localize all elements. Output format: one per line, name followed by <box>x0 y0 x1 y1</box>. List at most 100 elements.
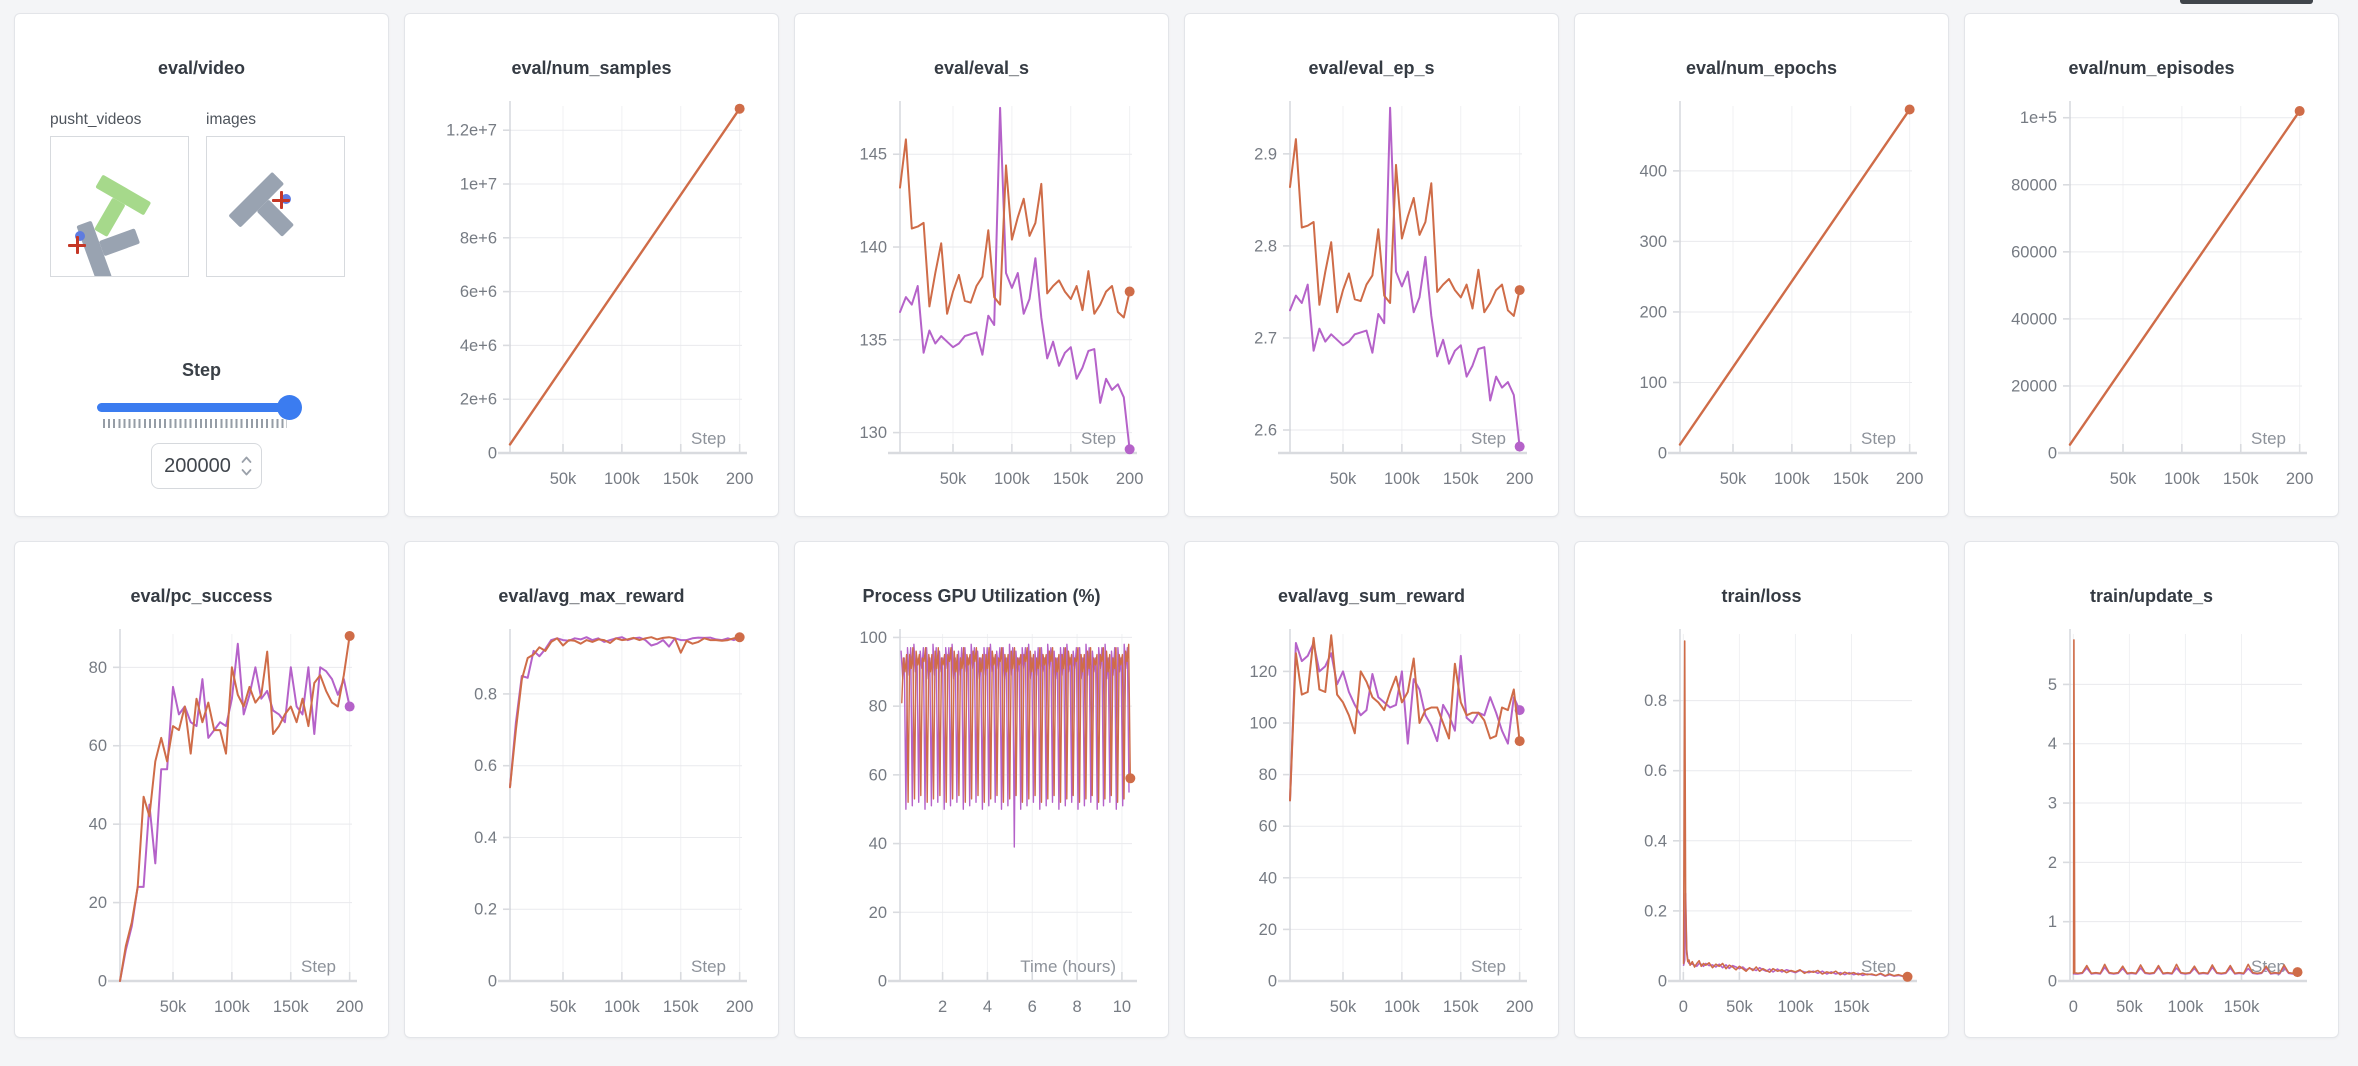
panel-train-update-s[interactable]: train/update_s 0 1 2 3 4 5 0 50k 100k 150k Step <box>1964 541 2339 1038</box>
svg-text:100k: 100k <box>1384 998 1421 1016</box>
line-chart: 0 20 40 60 80 100 120 50k 100k 150k 200 Step <box>1249 629 1533 1016</box>
line-chart: 0 0.2 0.4 0.6 0.8 0 50k 100k 150k Step <box>1644 629 1917 1016</box>
svg-text:100k: 100k <box>994 470 1031 488</box>
svg-text:100k: 100k <box>2168 998 2205 1016</box>
panel-eval-avg-sum-reward[interactable]: eval/avg_sum_reward 0 20 40 60 80 100 120 50k 10… <box>1184 541 1559 1038</box>
svg-text:120: 120 <box>1249 663 1277 681</box>
svg-text:130: 130 <box>859 424 887 442</box>
svg-text:2.8: 2.8 <box>1254 237 1277 255</box>
agent-dot <box>75 231 85 241</box>
svg-text:50k: 50k <box>550 998 577 1016</box>
svg-text:Step: Step <box>1081 429 1116 448</box>
svg-text:200: 200 <box>2286 470 2314 488</box>
svg-text:2: 2 <box>938 998 947 1016</box>
svg-text:150k: 150k <box>663 998 700 1016</box>
svg-text:6: 6 <box>1028 998 1037 1016</box>
svg-text:150k: 150k <box>2223 470 2260 488</box>
panel-eval-num-samples[interactable]: eval/num_samples 0 2e+6 4e+6 6e+6 8e+6 1e+7 1.… <box>404 13 779 517</box>
panel-eval-pc-success[interactable]: eval/pc_success 0 20 40 60 80 50k 100k 150k 200 S… <box>14 541 389 1038</box>
step-value-input[interactable] <box>161 454 234 478</box>
svg-text:140: 140 <box>859 239 887 257</box>
svg-text:Step: Step <box>301 957 336 976</box>
svg-text:200: 200 <box>726 998 754 1016</box>
svg-text:50k: 50k <box>550 470 577 488</box>
svg-text:100k: 100k <box>1774 470 1811 488</box>
panel-gpu-utilization[interactable]: Process GPU Utilization (%) 0 20 40 60 80 100… <box>794 541 1169 1038</box>
svg-text:200: 200 <box>1639 303 1667 321</box>
svg-text:0.2: 0.2 <box>1644 902 1667 920</box>
svg-text:2: 2 <box>2048 854 2057 872</box>
svg-text:50k: 50k <box>2110 470 2137 488</box>
svg-text:0.8: 0.8 <box>1644 692 1667 710</box>
svg-text:0: 0 <box>1679 998 1688 1016</box>
svg-text:60: 60 <box>1259 818 1277 836</box>
svg-text:20: 20 <box>89 894 107 912</box>
panel-eval-eval-ep-s[interactable]: eval/eval_ep_s 2.6 2.7 2.8 2.9 50k 100k 150k 20… <box>1184 13 1559 517</box>
svg-text:150k: 150k <box>2224 998 2261 1016</box>
svg-text:200: 200 <box>336 998 364 1016</box>
step-slider-track[interactable] <box>97 403 299 412</box>
svg-text:50k: 50k <box>2116 998 2143 1016</box>
svg-text:1e+5: 1e+5 <box>2020 109 2057 127</box>
svg-text:5: 5 <box>2048 676 2057 694</box>
step-value-box <box>151 443 262 489</box>
panel-eval-num-epochs[interactable]: eval/num_epochs 0 100 200 300 400 50k 100k 150k… <box>1574 13 1949 517</box>
svg-text:0: 0 <box>488 973 497 991</box>
svg-text:Step: Step <box>1861 957 1896 976</box>
panel-train-loss[interactable]: train/loss 0 0.2 0.4 0.6 0.8 0 50k 100k 150k Step <box>1574 541 1949 1038</box>
svg-text:3: 3 <box>2048 795 2057 813</box>
svg-text:0.6: 0.6 <box>1644 762 1667 780</box>
panel-eval-eval-s[interactable]: eval/eval_s 130 135 140 145 50k 100k 150k 200 St… <box>794 13 1169 517</box>
line-chart: 0 20 40 60 80 100 2 4 6 8 10 Time (hours) <box>859 629 1137 1016</box>
panel-eval-num-episodes[interactable]: eval/num_episodes 0 20000 40000 60000 80000 1… <box>1964 13 2339 517</box>
target-cross-icon <box>68 236 86 254</box>
step-slider-label: Step <box>181 360 221 380</box>
svg-text:0.8: 0.8 <box>474 685 497 703</box>
step-slider-thumb[interactable] <box>277 395 302 420</box>
svg-text:6e+6: 6e+6 <box>460 283 497 301</box>
svg-text:Time (hours): Time (hours) <box>1020 957 1116 976</box>
svg-text:100k: 100k <box>604 470 641 488</box>
stepper-chevrons-icon[interactable] <box>241 454 252 478</box>
image-thumbnail[interactable] <box>206 136 345 277</box>
chart-title: eval/avg_max_reward <box>498 586 685 606</box>
svg-text:60: 60 <box>89 737 107 755</box>
svg-text:80000: 80000 <box>2011 176 2057 194</box>
line-chart: 0 20 40 60 80 50k 100k 150k 200 Step <box>89 629 364 1016</box>
chart-title: Process GPU Utilization (%) <box>862 586 1101 606</box>
svg-text:4: 4 <box>2048 735 2057 753</box>
svg-text:0.4: 0.4 <box>474 829 497 847</box>
media-panel-title: eval/video <box>157 58 246 78</box>
line-chart: 130 135 140 145 50k 100k 150k 200 Step <box>859 101 1144 488</box>
media-label-images: images <box>206 111 256 128</box>
panel-eval-video[interactable]: eval/video pusht_videos images Step <box>14 13 389 517</box>
svg-text:40000: 40000 <box>2011 310 2057 328</box>
svg-text:100k: 100k <box>1384 470 1421 488</box>
svg-text:40: 40 <box>89 816 107 834</box>
svg-text:100: 100 <box>859 629 887 647</box>
chart-title: eval/num_epochs <box>1685 58 1838 78</box>
svg-text:20000: 20000 <box>2011 377 2057 395</box>
svg-text:0.6: 0.6 <box>474 757 497 775</box>
svg-text:4: 4 <box>983 998 992 1016</box>
svg-text:50k: 50k <box>1726 998 1753 1016</box>
svg-text:Step: Step <box>1471 429 1506 448</box>
video-thumbnail-pusht[interactable] <box>50 136 189 277</box>
svg-text:0: 0 <box>2069 998 2078 1016</box>
svg-text:150k: 150k <box>273 998 310 1016</box>
chart-title: train/update_s <box>2089 586 2214 606</box>
svg-text:Step: Step <box>2251 957 2286 976</box>
svg-text:200: 200 <box>726 470 754 488</box>
svg-text:150k: 150k <box>1443 470 1480 488</box>
svg-text:1e+7: 1e+7 <box>460 176 497 194</box>
svg-text:200: 200 <box>1506 470 1534 488</box>
svg-text:50k: 50k <box>1330 998 1357 1016</box>
chart-title: eval/pc_success <box>130 586 273 606</box>
svg-text:200: 200 <box>1896 470 1924 488</box>
svg-text:100k: 100k <box>1778 998 1815 1016</box>
panel-eval-avg-max-reward[interactable]: eval/avg_max_reward 0 0.2 0.4 0.6 0.8 50k 100k… <box>404 541 779 1038</box>
svg-text:50k: 50k <box>1720 470 1747 488</box>
svg-text:200: 200 <box>1116 470 1144 488</box>
svg-text:135: 135 <box>859 331 887 349</box>
svg-text:0.2: 0.2 <box>474 901 497 919</box>
